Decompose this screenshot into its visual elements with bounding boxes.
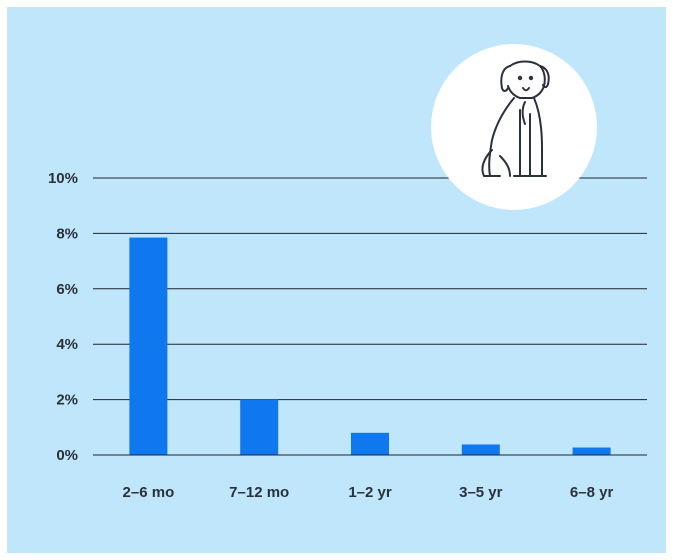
y-tick-label: 2% <box>56 392 78 409</box>
y-tick-label: 4% <box>56 336 78 353</box>
bar-2 <box>351 432 389 455</box>
x-category-label: 1–2 yr <box>348 484 392 501</box>
gridlines <box>93 177 647 456</box>
y-tick-label: 8% <box>56 225 78 242</box>
y-axis-tick-labels: 0% 2% 4% 6% 8% 10% <box>48 170 78 464</box>
x-category-label: 3–5 yr <box>459 484 503 501</box>
x-category-label: 2–6 mo <box>123 484 175 501</box>
y-tick-label: 6% <box>56 281 78 298</box>
dog-badge <box>431 44 597 210</box>
x-axis-category-labels: 2–6 mo 7–12 mo 1–2 yr 3–5 yr 6–8 yr <box>123 484 614 501</box>
bar-4 <box>572 447 611 455</box>
y-tick-label: 0% <box>56 447 78 464</box>
dog-icon <box>481 60 550 177</box>
x-category-label: 6–8 yr <box>570 484 614 501</box>
bar-0 <box>129 237 168 455</box>
badge-circle <box>431 44 597 210</box>
x-category-label: 7–12 mo <box>229 484 289 501</box>
bar-3 <box>461 444 500 455</box>
bar-1 <box>240 399 279 455</box>
bars <box>93 237 647 456</box>
y-tick-label: 10% <box>48 170 78 187</box>
